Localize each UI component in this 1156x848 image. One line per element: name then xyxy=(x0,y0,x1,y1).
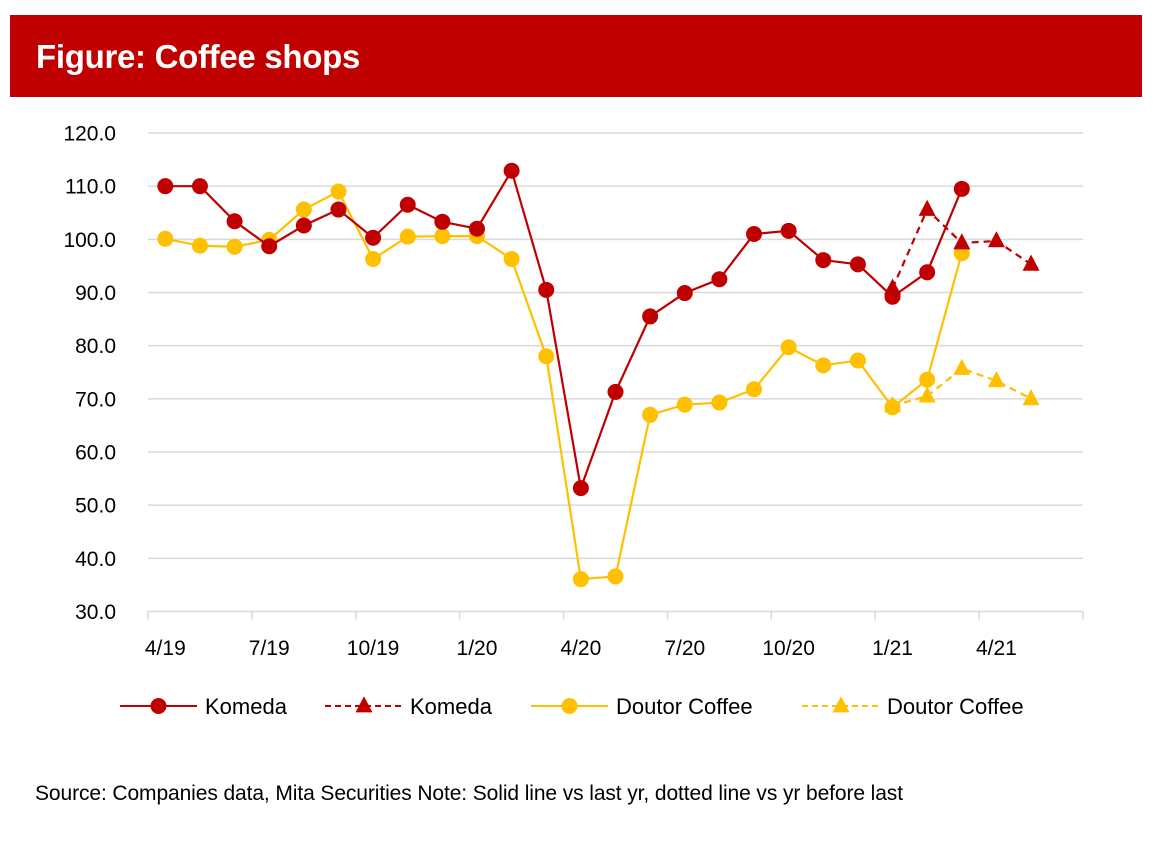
legend-marker xyxy=(561,698,578,714)
data-point xyxy=(746,381,763,398)
data-point xyxy=(295,201,312,218)
y-tick-label: 30.0 xyxy=(75,601,116,624)
data-point xyxy=(676,285,693,302)
data-point xyxy=(919,264,936,281)
data-point xyxy=(918,199,936,216)
y-tick-label: 90.0 xyxy=(75,282,116,305)
legend: Komeda Komeda Doutor Coffee Doutor Coffee xyxy=(120,694,1024,719)
data-point xyxy=(919,371,936,388)
legend-label: Komeda xyxy=(205,694,288,719)
x-tick-label: 1/20 xyxy=(457,637,498,660)
data-point xyxy=(572,571,589,588)
legend-label: Komeda xyxy=(410,694,493,719)
x-axis-tick-labels: 4/19 7/19 10/19 1/20 4/20 7/20 10/20 1/21 4/21 xyxy=(145,637,1017,660)
x-tick-label: 7/20 xyxy=(664,637,705,660)
data-point xyxy=(884,399,901,416)
legend-item: Doutor Coffee xyxy=(531,694,753,719)
y-tick-label: 70.0 xyxy=(75,388,116,411)
data-point xyxy=(572,480,589,497)
data-point xyxy=(399,228,416,245)
x-tick-label: 4/20 xyxy=(560,637,601,660)
data-point xyxy=(676,396,693,413)
data-point xyxy=(953,233,971,250)
data-point xyxy=(884,288,901,305)
data-point xyxy=(953,180,970,197)
data-point xyxy=(815,357,832,374)
gridlines xyxy=(148,132,1083,560)
data-point xyxy=(642,406,659,423)
data-point xyxy=(157,230,174,247)
data-point xyxy=(711,394,728,411)
y-axis-tick-labels: 120.0 110.0 100.0 90.0 80.0 70.0 60.0 50.0 40.0 3… xyxy=(63,123,116,625)
data-point xyxy=(1022,254,1040,271)
data-point xyxy=(434,213,451,230)
data-point xyxy=(191,237,208,254)
data-point xyxy=(538,281,555,298)
legend-item: Komeda xyxy=(325,694,493,719)
y-tick-label: 50.0 xyxy=(75,495,116,518)
data-point xyxy=(295,217,312,234)
data-point xyxy=(365,229,382,246)
data-point xyxy=(1022,389,1040,406)
data-point xyxy=(503,162,520,179)
legend-marker xyxy=(355,696,373,713)
figure-header: Figure: Coffee shops xyxy=(10,15,1142,97)
x-tick-label: 10/20 xyxy=(762,637,815,660)
y-tick-label: 60.0 xyxy=(75,442,116,465)
y-tick-label: 80.0 xyxy=(75,335,116,358)
x-tick-label: 4/19 xyxy=(145,637,186,660)
x-tick-label: 1/21 xyxy=(872,637,913,660)
series-komeda-solid xyxy=(157,162,970,497)
x-tick-label: 7/19 xyxy=(249,637,290,660)
data-point xyxy=(953,358,971,375)
data-point xyxy=(399,196,416,213)
x-tick-label: 10/19 xyxy=(347,637,400,660)
data-point xyxy=(607,568,624,585)
data-point xyxy=(987,231,1005,248)
legend-item: Doutor Coffee xyxy=(802,694,1024,719)
legend-marker xyxy=(832,696,850,713)
data-point xyxy=(711,271,728,288)
y-tick-label: 120.0 xyxy=(63,123,116,146)
data-point xyxy=(157,178,174,195)
data-point xyxy=(226,238,243,255)
data-point xyxy=(746,226,763,243)
series-doutor-dashed xyxy=(884,358,1040,413)
source-note: Source: Companies data, Mita Securities … xyxy=(35,782,903,805)
data-point xyxy=(434,228,451,245)
y-tick-label: 40.0 xyxy=(75,548,116,571)
data-point xyxy=(780,222,797,239)
legend-item: Komeda xyxy=(120,694,288,719)
series-line xyxy=(165,169,963,490)
x-tick-label: 4/21 xyxy=(976,637,1017,660)
data-point xyxy=(538,348,555,365)
data-point xyxy=(918,386,936,403)
legend-label: Doutor Coffee xyxy=(887,694,1024,719)
y-tick-label: 100.0 xyxy=(63,229,116,252)
data-point xyxy=(849,256,866,273)
data-point xyxy=(468,220,485,237)
data-point xyxy=(815,252,832,269)
data-point xyxy=(987,370,1005,388)
series xyxy=(157,162,1040,588)
data-point xyxy=(330,183,347,200)
data-point xyxy=(642,308,659,325)
legend-marker xyxy=(150,698,167,714)
legend-label: Doutor Coffee xyxy=(616,694,753,719)
data-point xyxy=(849,352,866,369)
data-point xyxy=(191,178,208,195)
x-axis xyxy=(147,610,1084,620)
data-point xyxy=(330,201,347,218)
data-point xyxy=(607,383,624,400)
series-komeda-dashed xyxy=(884,199,1040,295)
y-tick-label: 110.0 xyxy=(65,176,116,199)
data-point xyxy=(261,238,278,255)
data-point xyxy=(226,213,243,230)
data-point xyxy=(503,251,520,268)
figure-title: Figure: Coffee shops xyxy=(36,38,361,75)
data-point xyxy=(780,339,797,356)
data-point xyxy=(365,251,382,268)
